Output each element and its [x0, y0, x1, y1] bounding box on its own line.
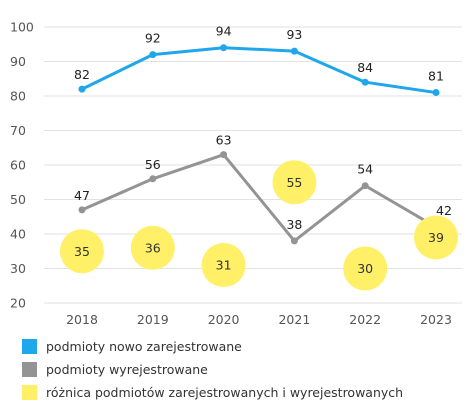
series-0-label-2018: 82	[74, 67, 90, 82]
difference-bubble-2018	[60, 229, 104, 274]
difference-bubble-2019	[130, 225, 175, 270]
series-0-point-2018	[78, 85, 86, 93]
series-1-label-2018: 47	[74, 188, 90, 203]
series-1-point-2019	[149, 175, 157, 183]
legend-item-deregistered: podmioty wyrejestrowane	[22, 358, 403, 381]
x-tick-label-2019: 2019	[137, 312, 169, 327]
series-1-point-2018	[78, 206, 86, 214]
y-tick-label-60: 60	[10, 158, 26, 173]
series-0-point-2021	[290, 47, 298, 55]
difference-bubble-2021	[272, 160, 317, 205]
difference-bubble-2020	[201, 243, 246, 288]
legend-item-registered: podmioty nowo zarejestrowane	[22, 335, 403, 358]
y-tick-label-20: 20	[10, 296, 26, 311]
difference-label-2018: 35	[74, 244, 90, 259]
x-tick-label-2020: 2020	[208, 312, 240, 327]
y-tick-label-50: 50	[10, 192, 26, 207]
y-tick-label-100: 100	[10, 20, 34, 35]
y-tick-label-80: 80	[10, 89, 26, 104]
difference-label-2023: 39	[428, 230, 444, 245]
y-tick-label-70: 70	[10, 123, 26, 138]
difference-bubble-2022	[343, 246, 388, 291]
series-line-0	[80, 46, 438, 95]
chart: 20 30 40 50 60 70 80 90 100 2018 2019 2020 2021 2022 2…	[10, 20, 462, 327]
y-tick-label-40: 40	[10, 227, 26, 242]
series-0-label-2023: 81	[428, 69, 444, 84]
x-tick-label-2022: 2022	[349, 312, 381, 327]
series-1-label-2023: 42	[436, 203, 452, 218]
series-1-label-2022: 54	[357, 162, 373, 177]
series-1-label-2021: 38	[286, 217, 302, 232]
difference-label-2019: 36	[145, 240, 161, 255]
series-1-label-2019: 56	[145, 157, 161, 172]
x-tick-label-2023: 2023	[420, 312, 452, 327]
series-0-point-2023	[432, 89, 440, 97]
legend-swatch-deregistered	[22, 362, 37, 377]
difference-label-2020: 31	[216, 258, 232, 273]
difference-label-2021: 55	[286, 175, 302, 190]
series-0-point-2020	[220, 44, 228, 52]
series-0-label-2022: 84	[357, 60, 373, 75]
difference-label-2022: 30	[357, 261, 373, 276]
legend: podmioty nowo zarejestrowane podmioty wy…	[22, 335, 403, 404]
y-tick-label-90: 90	[10, 54, 26, 69]
legend-label-registered: podmioty nowo zarejestrowane	[46, 339, 242, 354]
series-0-label-2019: 92	[145, 31, 161, 46]
y-tick-label-30: 30	[10, 261, 26, 276]
series-0-point-2022	[361, 78, 369, 86]
series-line-1	[80, 153, 438, 243]
x-tick-label-2018: 2018	[66, 312, 98, 327]
series-0-point-2019	[149, 51, 157, 59]
legend-swatch-registered	[22, 339, 37, 354]
series-1-label-2020: 63	[216, 133, 232, 148]
x-tick-label-2021: 2021	[278, 312, 310, 327]
legend-item-difference: różnica podmiotów zarejestrowanych i wyr…	[22, 381, 403, 404]
series-0-label-2021: 93	[286, 27, 302, 42]
series-1-point-2022	[361, 182, 369, 190]
series-0-label-2020: 94	[216, 24, 232, 39]
legend-label-deregistered: podmioty wyrejestrowane	[46, 362, 208, 377]
series-1-point-2020	[220, 151, 228, 159]
legend-swatch-difference	[22, 385, 37, 400]
legend-label-difference: różnica podmiotów zarejestrowanych i wyr…	[46, 385, 404, 400]
difference-bubble-2023	[414, 215, 458, 260]
series-1-point-2021	[290, 237, 298, 245]
